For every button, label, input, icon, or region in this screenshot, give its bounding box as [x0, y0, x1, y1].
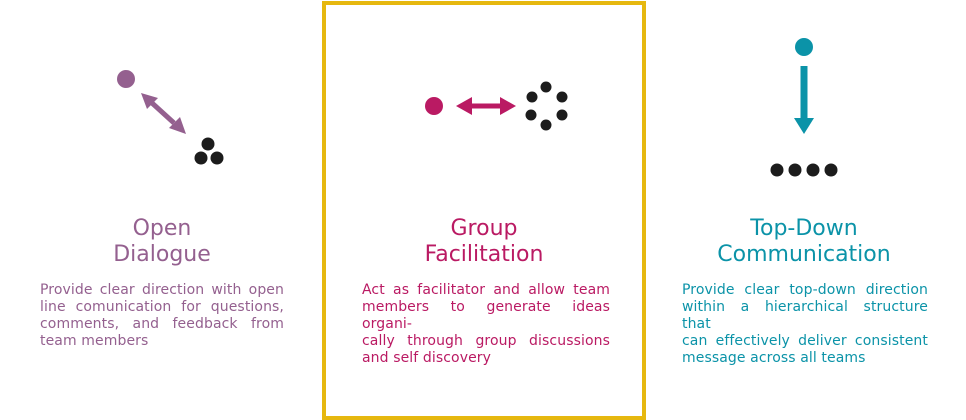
two-way-diagonal-arrow-icon	[141, 93, 186, 134]
group-facilitation-illustration	[425, 81, 568, 131]
down-arrow-icon	[794, 66, 814, 134]
open-dialogue-illustration	[117, 70, 224, 165]
panel-title: Group Facilitation	[424, 216, 544, 267]
leader-dot	[117, 70, 135, 88]
team-dots	[194, 137, 224, 165]
panel-open-dialogue: Open Dialogue Provide clear direction wi…	[0, 0, 322, 418]
leader-dot	[425, 97, 443, 115]
two-way-horizontal-arrow-icon	[456, 97, 516, 115]
panel-group-facilitation: Group Facilitation Act as facilitator an…	[322, 0, 644, 418]
panel-top-down-communication: Top-Down Communication Provide clear top…	[644, 0, 966, 418]
team-circle-dots	[525, 81, 568, 131]
leader-dot	[795, 38, 813, 56]
panel-title: Open Dialogue	[113, 216, 211, 267]
top-down-illustration	[770, 38, 838, 177]
team-row-dots	[770, 163, 838, 177]
panel-description: Provide clear direction with open line c…	[40, 282, 284, 349]
panel-description: Act as facilitator and allow team member…	[362, 282, 610, 366]
panel-description: Provide clear top-down direction within …	[682, 282, 928, 366]
panel-title: Top-Down Communication	[717, 216, 891, 267]
